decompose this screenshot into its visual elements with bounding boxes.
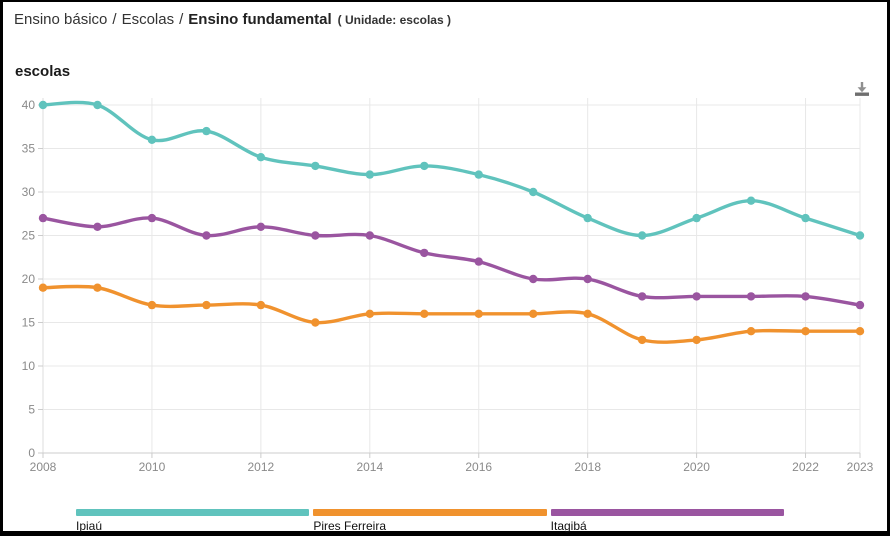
svg-text:2012: 2012 — [248, 460, 275, 472]
legend-item-ipiau[interactable]: Ipiaú — [76, 509, 310, 533]
svg-text:2020: 2020 — [683, 460, 710, 472]
legend-color-bar — [550, 509, 784, 516]
svg-text:40: 40 — [22, 98, 36, 112]
svg-text:20: 20 — [22, 272, 36, 286]
legend-item-itagiba[interactable]: Itagibá — [550, 509, 784, 533]
line-chart[interactable]: 0 5 10 15 20 25 30 35 40 2008 2010 2012 2014 2016 2018… — [9, 90, 875, 474]
svg-text:2016: 2016 — [465, 460, 492, 472]
svg-text:25: 25 — [22, 229, 36, 243]
svg-text:10: 10 — [22, 359, 36, 373]
svg-text:2010: 2010 — [139, 460, 166, 472]
legend-color-bar — [313, 509, 547, 516]
svg-text:2008: 2008 — [30, 460, 57, 472]
svg-text:0: 0 — [28, 446, 35, 460]
svg-text:35: 35 — [22, 142, 36, 156]
breadcrumb-separator: / — [112, 11, 117, 28]
legend-color-bar — [76, 509, 310, 516]
svg-text:2018: 2018 — [574, 460, 601, 472]
breadcrumb-current-page: Ensino fundamental — [188, 11, 332, 28]
breadcrumb-link-ensino-basico[interactable]: Ensino básico — [14, 11, 108, 28]
svg-text:30: 30 — [22, 185, 36, 199]
download-icon — [855, 82, 869, 96]
svg-text:5: 5 — [28, 403, 35, 417]
breadcrumb: Ensino básico / Escolas / Ensino fundamental… — [14, 11, 451, 28]
svg-text:2023: 2023 — [847, 460, 874, 472]
breadcrumb-link-escolas[interactable]: Escolas — [121, 11, 175, 28]
svg-text:2014: 2014 — [356, 460, 383, 472]
legend-label: Itagibá — [550, 519, 587, 533]
legend: Ipiaú Pires Ferreira Itagibá — [76, 509, 784, 533]
page-title: escolas — [15, 63, 71, 80]
svg-text:2022: 2022 — [792, 460, 819, 472]
download-button[interactable] — [852, 81, 872, 99]
legend-label: Ipiaú — [76, 519, 103, 533]
unit-note: ( Unidade: escolas ) — [337, 13, 451, 27]
svg-text:15: 15 — [22, 316, 36, 330]
breadcrumb-separator: / — [179, 11, 184, 28]
legend-item-pires-ferreira[interactable]: Pires Ferreira — [313, 509, 547, 533]
legend-label: Pires Ferreira — [313, 519, 387, 533]
